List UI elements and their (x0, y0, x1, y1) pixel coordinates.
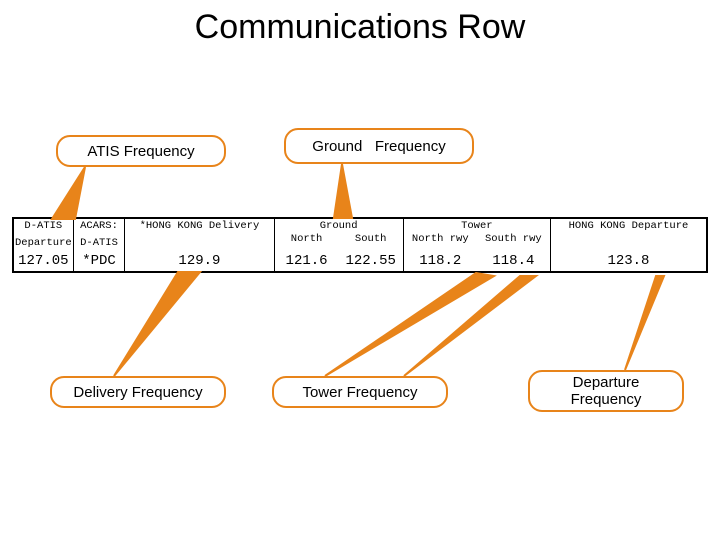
pointer-triangle (325, 273, 494, 376)
callout-atis: ATIS Frequency (56, 135, 226, 167)
cell-header: ACARS: (80, 221, 118, 232)
cell-header: Tower (461, 219, 493, 232)
strip-cell-5: HONG KONG Departure 123.8 (551, 219, 706, 271)
cell-sub: D-ATIS (80, 238, 118, 249)
cell-value: 122.55 (345, 254, 395, 268)
pointer-triangle (404, 276, 536, 376)
pointer-triangle (334, 164, 352, 218)
cell-sub: South (355, 234, 387, 245)
cell-sub: South rwy (485, 234, 542, 245)
callout-departure: Departure Frequency (528, 370, 684, 412)
cell-value: 121.6 (286, 254, 328, 268)
cell-value: 123.8 (607, 254, 649, 268)
page-title: Communications Row (0, 8, 720, 47)
pointer-triangle (114, 272, 200, 376)
callout-delivery: Delivery Frequency (50, 376, 226, 408)
strip-cell-2: *HONG KONG Delivery 129.9 (125, 219, 274, 271)
cell-value: *PDC (82, 254, 116, 268)
cell-sub: Departure (15, 238, 72, 249)
strip-cell-1: ACARS: D-ATIS *PDC (74, 219, 126, 271)
pointer-triangle (52, 167, 85, 219)
cell-header: HONG KONG Departure (569, 221, 689, 232)
callout-tower: Tower Frequency (272, 376, 448, 408)
cell-header: *HONG KONG Delivery (140, 221, 260, 232)
pointer-triangle (625, 276, 664, 370)
cell-value: 118.2 (419, 254, 461, 268)
strip-cell-0: D-ATIS Departure 127.05 (14, 219, 74, 271)
cell-value: 129.9 (178, 254, 220, 268)
cell-sub: North (291, 234, 323, 245)
strip-cell-3: Ground North 121.6 South 122.55 (275, 219, 404, 271)
cell-header: D-ATIS (24, 221, 62, 232)
comms-strip: D-ATIS Departure 127.05 ACARS: D-ATIS *PDC *HO… (12, 217, 708, 273)
cell-value: 118.4 (492, 254, 534, 268)
strip-cell-4: Tower North rwy 118.2 South rwy 118.4 (404, 219, 551, 271)
cell-sub: North rwy (412, 234, 469, 245)
callout-ground: Ground Frequency (284, 128, 474, 164)
cell-value: 127.05 (18, 254, 68, 268)
cell-header: Ground (320, 219, 358, 232)
